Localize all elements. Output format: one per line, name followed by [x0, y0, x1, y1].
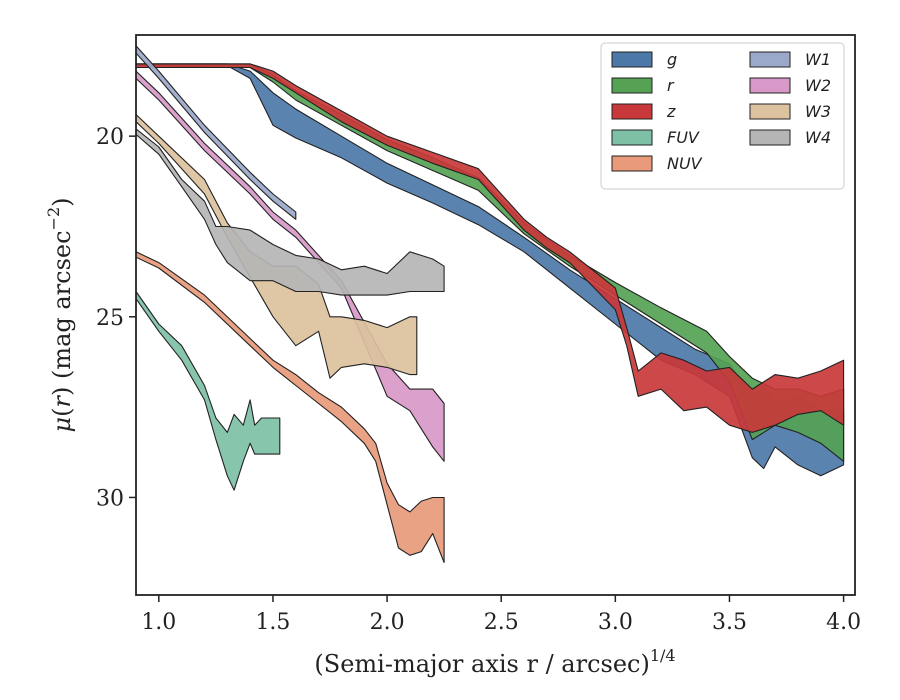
- legend-swatch-nuv: [611, 155, 653, 172]
- legend: grz FUV NUV W1 W2 W3 W4: [600, 42, 845, 190]
- y-tick-label: 25: [96, 306, 124, 331]
- y-tick-label: 30: [96, 486, 124, 511]
- x-tick-label: 2.0: [370, 610, 405, 635]
- legend-swatch-r: [611, 77, 653, 94]
- series-band-w1: [136, 45, 297, 220]
- series-band-w2: [136, 70, 445, 462]
- plot-frame: [135, 34, 856, 596]
- legend-label-w4: W4: [805, 128, 831, 147]
- y-axis-label: μ(r) (mag arcsec−2): [44, 197, 76, 432]
- y-tick-label: 20: [96, 125, 124, 150]
- legend-label-g: g: [667, 50, 677, 69]
- legend-swatch-w1: [749, 51, 791, 68]
- series-band-fuv: [136, 290, 281, 491]
- series-band-z: [136, 63, 845, 433]
- x-tick-label: 1.0: [141, 610, 176, 635]
- x-tick-label: 3.5: [712, 610, 747, 635]
- legend-label-nuv: NUV: [667, 154, 703, 173]
- series-band-nuv: [136, 251, 445, 564]
- legend-swatch-w4: [749, 129, 791, 146]
- legend-label-z: z: [666, 102, 676, 121]
- series-band-w4: [136, 128, 445, 296]
- legend-swatch-fuv: [611, 129, 653, 146]
- legend-swatch-w2: [749, 77, 791, 94]
- legend-swatch-z: [611, 103, 653, 120]
- x-tick-label: 4.0: [826, 610, 861, 635]
- x-tick-label: 1.5: [255, 610, 290, 635]
- series-band-g: [136, 63, 845, 477]
- ticks-layer: 1.0 1.5 2.0 2.5 3.0 3.5 4.0 20 25 30: [96, 125, 861, 635]
- legend-label-w2: W2: [805, 76, 831, 95]
- legend-label-fuv: FUV: [667, 128, 700, 147]
- series-layer: [136, 45, 845, 564]
- x-tick-label: 3.0: [598, 610, 633, 635]
- x-tick-label: 2.5: [484, 610, 519, 635]
- legend-label-w1: W1: [805, 50, 831, 69]
- legend-swatch-w3: [749, 103, 791, 120]
- legend-swatch-g: [611, 51, 653, 68]
- x-axis-label: (Semi-major axis r / arcsec)1/4: [314, 646, 675, 678]
- legend-label-r: r: [667, 76, 675, 95]
- legend-label-w3: W3: [805, 102, 831, 121]
